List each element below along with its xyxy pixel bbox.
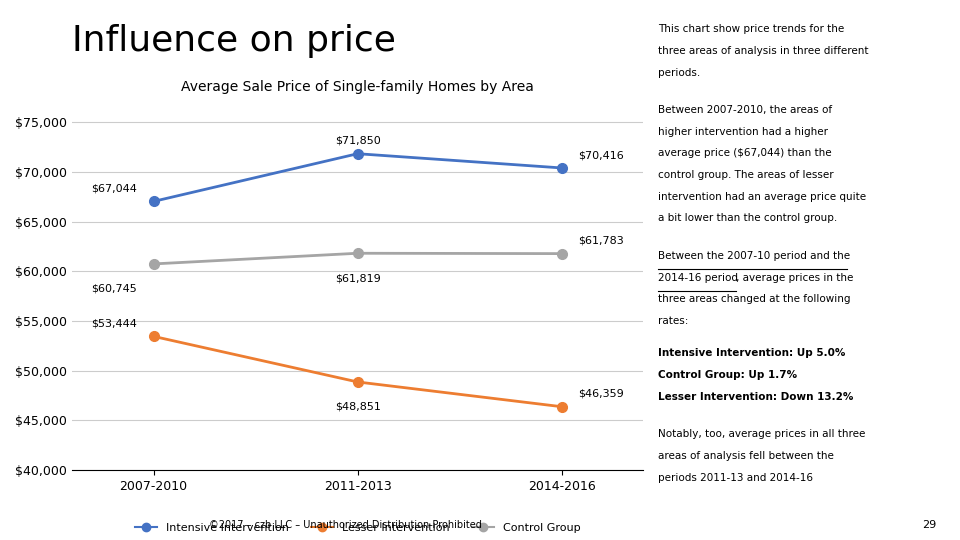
Text: $61,783: $61,783 — [578, 235, 624, 246]
Text: intervention had an average price quite: intervention had an average price quite — [658, 192, 866, 202]
Text: three areas of analysis in three different: three areas of analysis in three differe… — [658, 46, 868, 56]
Text: $46,359: $46,359 — [578, 389, 624, 399]
Text: Notably, too, average prices in all three: Notably, too, average prices in all thre… — [658, 429, 865, 440]
Text: $61,819: $61,819 — [335, 273, 380, 283]
Legend: Intensive Intervention, Lesser Intervention, Control Group: Intensive Intervention, Lesser Intervent… — [131, 519, 585, 538]
Text: ©2017 – czb LLC – Unauthorized Distribution Prohibited: ©2017 – czb LLC – Unauthorized Distribut… — [209, 520, 482, 530]
Text: Intensive Intervention: Up 5.0%: Intensive Intervention: Up 5.0% — [658, 348, 845, 359]
Text: $53,444: $53,444 — [91, 319, 137, 328]
Text: higher intervention had a higher: higher intervention had a higher — [658, 127, 828, 137]
Text: three areas changed at the following: three areas changed at the following — [658, 294, 851, 305]
Text: $71,850: $71,850 — [335, 136, 380, 146]
Title: Average Sale Price of Single-family Homes by Area: Average Sale Price of Single-family Home… — [181, 80, 534, 94]
Text: 29: 29 — [922, 520, 936, 530]
Text: average price ($67,044) than the: average price ($67,044) than the — [658, 148, 831, 159]
Text: $70,416: $70,416 — [578, 150, 624, 160]
Text: 2014-16 period: 2014-16 period — [658, 273, 737, 283]
Text: , average prices in the: , average prices in the — [735, 273, 852, 283]
Text: Control Group: Up 1.7%: Control Group: Up 1.7% — [658, 370, 797, 380]
Text: Between the 2007-10 period and the: Between the 2007-10 period and the — [658, 251, 850, 261]
Text: $60,745: $60,745 — [91, 284, 137, 294]
Text: $48,851: $48,851 — [335, 402, 380, 412]
Text: $67,044: $67,044 — [91, 184, 137, 193]
Text: areas of analysis fell between the: areas of analysis fell between the — [658, 451, 833, 461]
Text: control group. The areas of lesser: control group. The areas of lesser — [658, 170, 833, 180]
Text: periods.: periods. — [658, 68, 700, 78]
Text: This chart show price trends for the: This chart show price trends for the — [658, 24, 844, 35]
Text: rates:: rates: — [658, 316, 688, 326]
Text: Lesser Intervention: Down 13.2%: Lesser Intervention: Down 13.2% — [658, 392, 853, 402]
Text: periods 2011-13 and 2014-16: periods 2011-13 and 2014-16 — [658, 472, 812, 483]
Text: a bit lower than the control group.: a bit lower than the control group. — [658, 213, 837, 224]
Text: Between 2007-2010, the areas of: Between 2007-2010, the areas of — [658, 105, 831, 116]
Text: Influence on price: Influence on price — [72, 24, 396, 58]
